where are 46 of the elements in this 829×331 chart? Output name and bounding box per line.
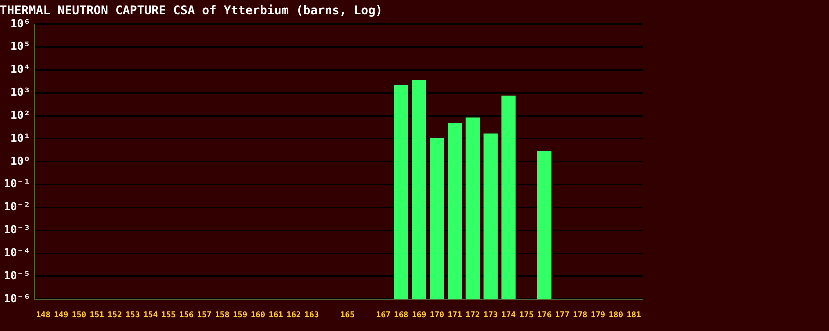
x-tick-label: 170 (430, 310, 445, 320)
x-tick-label: 173 (484, 310, 498, 320)
x-tick-label: 179 (591, 310, 606, 320)
x-tick-label: 153 (126, 310, 140, 320)
y-tick-label: 10⁻⁵ (4, 269, 30, 282)
x-tick-label: 158 (215, 310, 230, 320)
y-tick-label: 10² (10, 108, 30, 122)
x-tick-label: 178 (573, 310, 588, 320)
x-tick-label: 176 (537, 310, 552, 320)
y-tick-label: 10⁵ (10, 40, 30, 54)
x-tick-label: 171 (448, 310, 462, 320)
y-tick-label: 10⁻¹ (4, 178, 30, 191)
y-tick-label: 10⁴ (10, 63, 30, 76)
x-tick-label: 151 (90, 310, 105, 320)
x-tick-label: 150 (72, 310, 87, 320)
x-tick-label: 155 (161, 310, 176, 320)
x-tick-label: 148 (36, 310, 51, 320)
x-tick-label: 162 (286, 310, 302, 320)
y-tick-label: 10³ (10, 86, 30, 100)
y-tick-label: 10⁰ (10, 154, 30, 168)
chart-title: THERMAL NEUTRON CAPTURE CSA of Ytterbium (barns, Log) (0, 3, 383, 18)
y-tick-label: 10⁻³ (4, 224, 30, 237)
x-tick-label: 172 (466, 310, 480, 320)
x-tick-label: 159 (233, 310, 248, 320)
x-tick-label: 167 (376, 310, 391, 320)
x-tick-label: 163 (304, 310, 320, 320)
x-tick-label: 168 (394, 310, 409, 320)
x-tick-label: 157 (197, 310, 212, 320)
y-tick-label: 10⁻² (4, 200, 30, 214)
x-tick-label: 149 (54, 310, 69, 320)
x-tick-label: 169 (412, 310, 427, 320)
x-tick-label: 175 (519, 310, 534, 320)
y-tick-label: 10⁻⁴ (4, 246, 30, 260)
x-tick-label: 177 (555, 310, 570, 320)
x-tick-label: 160 (250, 310, 266, 320)
y-tick-label: 10⁻⁶ (4, 292, 30, 306)
x-tick-label: 174 (502, 310, 516, 320)
x-tick-label: 161 (268, 310, 284, 320)
x-tick-label: 156 (179, 310, 194, 320)
y-tick-label: 10¹ (10, 132, 30, 145)
y-tick-label: 10⁶ (10, 17, 30, 30)
x-tick-label: 181 (626, 310, 642, 320)
x-tick-label: 154 (144, 310, 158, 320)
x-tick-label: 165 (340, 310, 356, 320)
x-tick-label: 180 (608, 310, 624, 320)
x-tick-label: 152 (108, 310, 122, 320)
